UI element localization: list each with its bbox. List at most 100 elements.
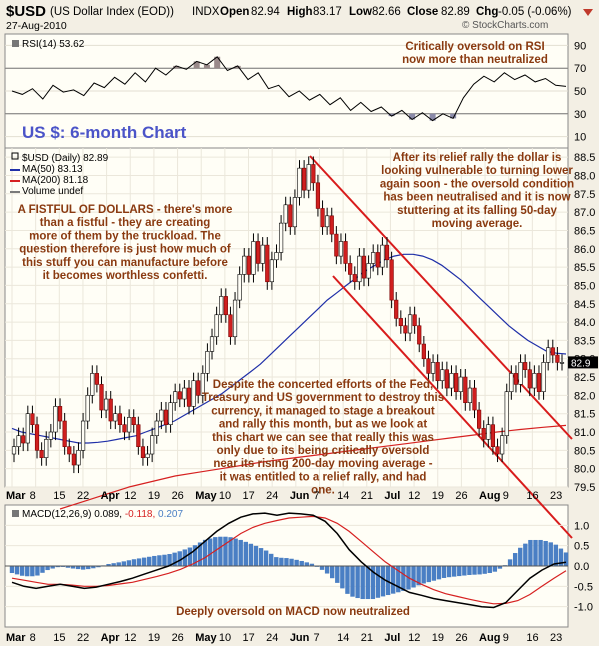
symbol-exchange: INDX [192, 6, 220, 18]
price-annotation-line: more of them by the truckload. The [29, 230, 221, 242]
candle-body [384, 244, 390, 261]
macd-x-tick: May [195, 632, 217, 644]
rsi-y-tick: 30 [574, 109, 586, 121]
price-x-tick: May [195, 490, 217, 502]
price-y-tick: 88.0 [574, 170, 595, 182]
price-x-tick: 26 [172, 490, 184, 502]
candle-body [237, 274, 242, 301]
price-annotation: A FISTFUL OF DOLLARS - there's more than … [18, 204, 233, 282]
macd-histogram-bar [289, 558, 294, 567]
price-annotation-line: stuttering at its falling 50-day [397, 205, 557, 217]
macd-histogram-bar [157, 555, 162, 567]
price-y-tick: 82.5 [574, 372, 595, 384]
macd-histogram-bar [35, 566, 40, 576]
candle-body [223, 296, 228, 316]
macd-histogram-bar [558, 548, 564, 567]
macd-histogram-bar [426, 566, 431, 583]
macd-histogram-bar [436, 566, 442, 580]
macd-histogram-bar [304, 562, 309, 567]
price-annotation-line: After its relief rally the dollar is [393, 152, 562, 164]
rsi-oversold-fill [388, 113, 457, 121]
macd-histogram-bar [279, 557, 284, 567]
rsi-y-tick: 90 [574, 40, 586, 52]
candle-body [48, 431, 53, 440]
macd-x-tick: 15 [53, 632, 65, 644]
candle-body [329, 215, 334, 235]
price-legend-entry: Volume undef [22, 186, 83, 197]
macd-histogram-bar [319, 566, 325, 570]
candle-body [518, 362, 523, 385]
price-x-tick: 21 [361, 490, 373, 502]
price-annotation-line: looking vulnerable to turning lower [381, 165, 573, 177]
macd-histogram-bar [563, 552, 569, 567]
macd-histogram-bar [147, 556, 152, 567]
candle-body [108, 398, 113, 422]
candle-body [67, 446, 72, 455]
rsi-legend: RSI(14) 53.62 [22, 39, 85, 50]
macd-x-tick: 8 [30, 632, 36, 644]
candle-body [205, 351, 210, 374]
candle-body [80, 420, 86, 451]
macd-x-tick: 23 [550, 632, 562, 644]
price-annotation-line: Despite the concerted efforts of the Fed… [213, 379, 433, 391]
chart-title: US $: 6-month Chart [22, 123, 187, 142]
macd-histogram-bar [518, 547, 523, 567]
macd-histogram-bar [350, 566, 355, 597]
macd-histogram-bar [421, 566, 426, 584]
price-annotation-line: this stuff you can manufacture before [22, 257, 228, 269]
price-y-tick: 86.0 [574, 244, 595, 256]
macd-histogram-bar [141, 557, 147, 567]
candle-body [76, 450, 81, 466]
price-layer: 79.580.080.581.081.582.082.583.083.584.0… [5, 123, 598, 539]
macd-line [11, 512, 567, 609]
candle-body [527, 369, 532, 389]
macd-x-tick: 17 [243, 632, 255, 644]
candle-body [117, 413, 123, 425]
candle-body [361, 255, 367, 279]
symbol-name: (US Dollar Index (EOD)) [50, 6, 174, 18]
macd-histogram-bar [263, 550, 269, 567]
high-label: High [287, 6, 313, 18]
down-arrow-icon [583, 9, 593, 16]
macd-histogram-bar [451, 566, 457, 577]
candle-body [85, 395, 90, 422]
macd-histogram-bar [441, 566, 447, 578]
macd-histogram-bar [253, 545, 259, 567]
macd-histogram-bar [360, 566, 365, 600]
macd-x-tick: 9 [503, 632, 509, 644]
candle-body [177, 391, 182, 400]
price-legend-entry: MA(200) 81.18 [22, 175, 89, 186]
macd-histogram-bar [477, 566, 482, 575]
macd-y-tick: -1.0 [574, 602, 593, 614]
price-x-tick: 7 [313, 490, 319, 502]
rsi-y-tick: 70 [574, 63, 586, 75]
price-x-tick: 17 [243, 490, 255, 502]
macd-histogram-bar [213, 537, 218, 567]
price-x-tick: 9 [503, 490, 509, 502]
high-value: 83.17 [313, 6, 342, 18]
price-y-tick: 84.5 [574, 299, 595, 311]
candle-body [99, 384, 104, 411]
price-y-tick: 79.5 [574, 482, 595, 494]
macd-histogram-bar [294, 559, 299, 567]
macd-legend-hist: 0.207 [158, 509, 183, 520]
macd-histogram-bar [96, 566, 101, 568]
candle-body [380, 244, 385, 268]
macd-histogram-bar [299, 560, 304, 567]
macd-x-tick: 22 [77, 632, 89, 644]
candle-body [30, 413, 35, 425]
candle-body [173, 391, 178, 404]
macd-histogram-bar [167, 554, 172, 567]
macd-histogram-bar [25, 566, 30, 577]
candle-body [104, 398, 109, 411]
macd-layer: -1.0 -0.5 0.0 0.5 1.0 MACD(12,26,9) 0.089, -0… [5, 509, 593, 618]
candle-body [34, 424, 40, 451]
macd-histogram-bar [91, 566, 96, 569]
candle-body [421, 343, 426, 360]
rsi-overbought-fill [173, 56, 241, 69]
macd-histogram-bar [172, 552, 177, 567]
macd-histogram-bar [131, 559, 137, 567]
watermark: © StockCharts.com [462, 20, 548, 31]
candle-body [292, 197, 298, 228]
